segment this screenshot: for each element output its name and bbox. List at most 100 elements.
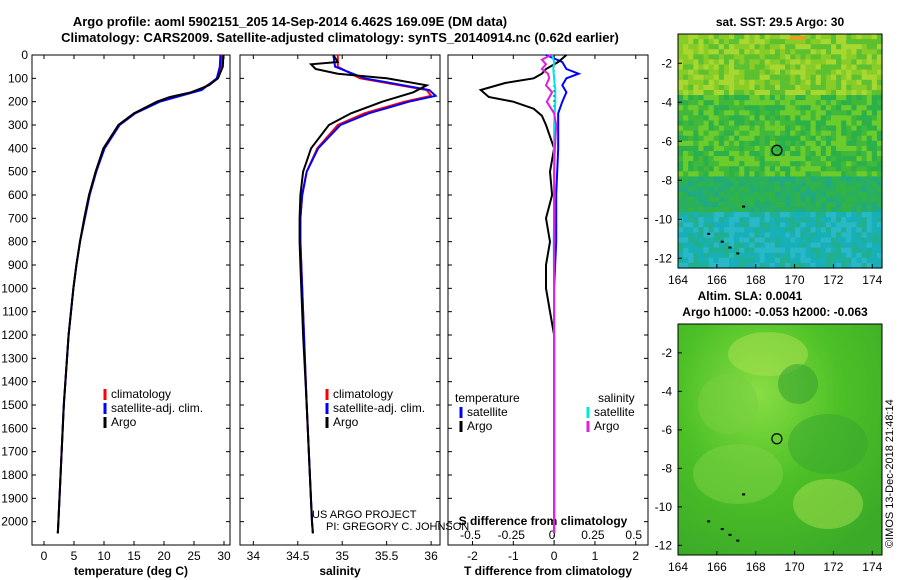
sst-cell	[769, 171, 776, 178]
map-x-tick-label: 166	[707, 560, 727, 574]
sst-cell	[764, 120, 771, 127]
sst-cell	[805, 186, 812, 193]
sst-cell	[749, 130, 756, 137]
sst-cell	[800, 130, 807, 137]
sst-cell	[841, 161, 847, 167]
sst-cell	[841, 222, 847, 228]
sst-cell	[836, 181, 842, 188]
sst-cell	[871, 135, 878, 142]
sst-cell	[744, 100, 750, 106]
sst-cell	[759, 125, 766, 132]
sst-cell	[876, 130, 883, 137]
sst-cell	[713, 100, 720, 106]
sst-cell	[825, 44, 832, 50]
sst-cell	[698, 84, 705, 91]
sst-cell	[876, 115, 883, 122]
sst-cell	[744, 135, 750, 142]
sst-cell	[723, 191, 730, 198]
sst-cell	[703, 59, 710, 66]
sst-cell	[718, 49, 725, 55]
sst-cell	[861, 222, 868, 228]
sst-cell	[734, 196, 740, 203]
sst-cell	[831, 34, 837, 40]
sst-cell	[851, 151, 858, 157]
sst-cell	[785, 89, 791, 96]
sst-cell	[785, 135, 791, 142]
map-y-tick-label: -6	[661, 423, 672, 437]
sst-cell	[800, 95, 807, 101]
sst-cell	[678, 115, 684, 122]
sst-cell	[688, 105, 694, 111]
sst-cell	[795, 212, 801, 218]
sst-cell	[780, 222, 786, 228]
sst-cell	[729, 74, 735, 81]
sst-cell	[785, 115, 791, 122]
sst-cell	[683, 135, 689, 142]
sst-cell	[871, 156, 878, 162]
sst-cell	[810, 252, 817, 259]
x-tick-label: 0	[41, 549, 48, 563]
sst-cell	[856, 212, 863, 218]
sst-cell	[846, 171, 852, 178]
sst-cell	[683, 100, 689, 106]
sla-blob	[698, 374, 758, 434]
legend-label: climatology	[111, 387, 171, 401]
sst-cell	[718, 74, 725, 81]
island	[742, 205, 746, 208]
sst-cell	[841, 74, 847, 81]
sst-cell	[759, 181, 766, 188]
sst-cell	[810, 206, 817, 213]
sst-cell	[795, 222, 801, 228]
sst-cell	[744, 64, 750, 71]
sst-cell	[683, 156, 689, 162]
sst-cell	[866, 206, 873, 213]
sst-cell	[815, 181, 822, 188]
sst-cell	[713, 227, 720, 233]
sst-cell	[729, 196, 735, 203]
sst-cell	[723, 89, 730, 96]
sst-cell	[708, 140, 715, 147]
sst-cell	[856, 89, 863, 96]
sst-cell	[729, 34, 735, 40]
sst-cell	[785, 151, 791, 157]
sst-cell	[841, 110, 847, 116]
sst-cell	[831, 84, 837, 91]
sst-cell	[678, 105, 684, 111]
sst-cell	[749, 69, 756, 76]
sst-cell	[734, 237, 740, 244]
sst-cell	[723, 217, 730, 223]
sst-cell	[841, 39, 847, 45]
sst-cell	[739, 89, 745, 96]
sst-cell	[846, 100, 852, 106]
sst-cell	[749, 166, 756, 172]
sst-cell	[723, 262, 730, 269]
sst-cell	[851, 74, 858, 81]
sst-cell	[851, 69, 858, 76]
sst-cell	[678, 196, 684, 203]
sst-cell	[861, 105, 868, 111]
sst-cell	[831, 237, 837, 244]
sst-cell	[790, 222, 796, 228]
sst-cell	[846, 79, 852, 86]
sst-cell	[754, 105, 761, 111]
sst-cell	[866, 166, 873, 172]
sst-cell	[678, 212, 684, 218]
sst-cell	[774, 262, 781, 269]
sst-cell	[820, 120, 827, 127]
sst-cell	[734, 227, 740, 233]
sst-cell	[759, 166, 766, 172]
sst-cell	[693, 105, 699, 111]
sst-cell	[805, 257, 812, 264]
sst-cell	[785, 54, 791, 61]
sst-cell	[790, 227, 796, 233]
sst-cell	[718, 140, 725, 147]
sst-cell	[764, 201, 771, 208]
sst-cell	[708, 59, 715, 66]
sst-cell	[703, 191, 710, 198]
sst-cell	[780, 95, 786, 101]
sst-cell	[774, 176, 781, 183]
sst-cell	[718, 201, 725, 208]
sst-cell	[871, 69, 878, 76]
sst-cell	[871, 49, 878, 55]
